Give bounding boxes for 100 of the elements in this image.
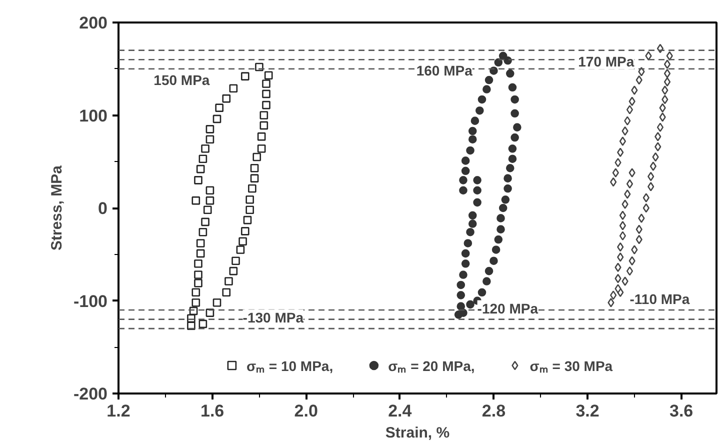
- legend-label: σₘ = 10 MPa,: [246, 356, 334, 374]
- point: [614, 262, 622, 272]
- point: [461, 156, 470, 165]
- point: [459, 270, 468, 279]
- point: [459, 176, 468, 184]
- point: [238, 237, 247, 246]
- y-tick-label: 0: [98, 199, 108, 218]
- point: [229, 84, 238, 93]
- point: [461, 166, 470, 176]
- point: [504, 174, 512, 182]
- point: [664, 77, 671, 87]
- point: [252, 152, 262, 162]
- point: [243, 216, 252, 224]
- point: [614, 274, 622, 284]
- x-tick-label: 3.2: [576, 402, 600, 420]
- point: [192, 298, 200, 307]
- annotation: 170 MPa: [578, 53, 634, 70]
- point: [215, 104, 224, 112]
- y-tick-label: -100: [73, 292, 108, 311]
- point: [628, 256, 636, 266]
- point: [617, 148, 624, 157]
- point: [662, 94, 668, 104]
- point: [654, 132, 662, 142]
- point: [628, 168, 636, 178]
- point: [198, 228, 208, 236]
- point: [610, 290, 617, 300]
- point: [240, 227, 250, 236]
- point: [614, 284, 622, 294]
- point: [484, 76, 494, 84]
- point: [508, 144, 517, 153]
- point: [490, 256, 498, 266]
- point: [198, 320, 208, 328]
- x-tick-label: 1.6: [200, 402, 224, 420]
- point: [206, 125, 214, 134]
- y-tick-label: 100: [79, 106, 108, 126]
- x-tick-label: 2.0: [294, 402, 318, 420]
- x-tick-label: 3.6: [670, 402, 694, 420]
- point: [510, 109, 519, 118]
- point: [614, 158, 622, 168]
- point: [232, 256, 240, 266]
- point: [248, 184, 256, 193]
- legend-label: σₘ = 20 MPa,: [388, 356, 475, 374]
- point: [468, 126, 477, 136]
- x-tick-label: 1.2: [106, 402, 130, 420]
- point: [619, 136, 626, 146]
- point: [626, 266, 634, 276]
- point: [201, 218, 210, 226]
- point: [246, 196, 254, 204]
- point: [192, 196, 200, 205]
- point: [262, 90, 270, 98]
- annotation: 160 MPa: [416, 62, 473, 79]
- point: [626, 179, 634, 189]
- point: [470, 116, 480, 125]
- point: [212, 298, 222, 307]
- point: [456, 291, 466, 300]
- point: [262, 80, 270, 88]
- point: [236, 246, 245, 254]
- point: [617, 242, 624, 252]
- point: [659, 112, 666, 122]
- point: [636, 75, 642, 85]
- point: [194, 260, 202, 268]
- point: [257, 144, 266, 153]
- point: [473, 186, 482, 195]
- point: [662, 86, 668, 95]
- point: [468, 135, 477, 144]
- point: [501, 196, 510, 204]
- point: [659, 103, 666, 112]
- point: [638, 214, 645, 223]
- point: [494, 235, 503, 244]
- point: [510, 133, 519, 142]
- point: [222, 288, 231, 297]
- point: [257, 132, 266, 141]
- point: [459, 186, 468, 195]
- point: [475, 106, 484, 115]
- point: [194, 278, 202, 288]
- point: [648, 172, 654, 182]
- point: [626, 105, 634, 114]
- point: [612, 168, 619, 178]
- point: [212, 114, 222, 124]
- point: [496, 214, 505, 222]
- point: [260, 121, 268, 130]
- x-axis-title: Strain, %: [385, 424, 450, 442]
- point: [224, 277, 233, 286]
- point: [619, 220, 626, 230]
- point: [262, 100, 270, 110]
- point: [192, 288, 200, 297]
- annotation: -110 MPa: [630, 291, 690, 308]
- y-axis-title: Stress, MPa: [48, 164, 66, 251]
- point: [222, 94, 231, 103]
- point: [464, 239, 472, 248]
- point: [642, 193, 650, 202]
- point: [206, 186, 214, 195]
- point: [656, 122, 664, 132]
- point: [498, 204, 508, 212]
- point: [240, 72, 250, 80]
- point: [492, 246, 500, 254]
- point: [622, 276, 628, 286]
- point: [478, 95, 486, 104]
- x-tick-label: 2.8: [482, 402, 506, 420]
- point: [482, 277, 491, 286]
